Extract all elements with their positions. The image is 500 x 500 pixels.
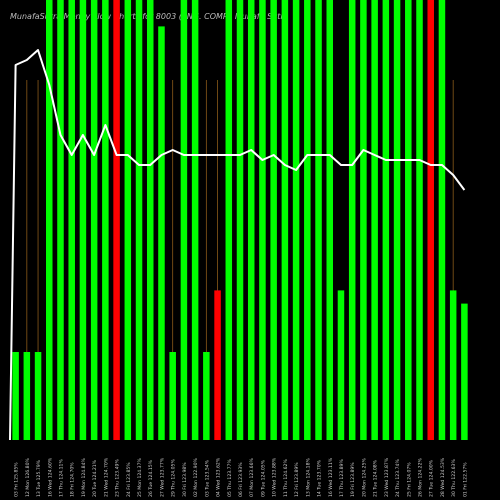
bar-30 bbox=[337, 290, 345, 440]
bar-11 bbox=[124, 0, 132, 440]
x-tick-label: 13 Tue 125.79% bbox=[36, 459, 42, 497]
x-tick-label: 20 Mon 124.25% bbox=[361, 457, 367, 497]
bar-10 bbox=[113, 0, 120, 440]
x-tick-label: 11 Thu 124.62% bbox=[283, 459, 289, 497]
x-tick-label: 03 Tue 123.54% bbox=[204, 459, 210, 497]
bar-31 bbox=[348, 0, 356, 440]
x-tick-label: 23 Wed 123.87% bbox=[384, 457, 390, 497]
bar-32 bbox=[360, 0, 367, 440]
bar-28 bbox=[315, 0, 322, 440]
bar-17 bbox=[191, 0, 199, 440]
tick-label-layer: 03 Fri 125.85% 12 Mon 126.80% 13 Tue 125.7… bbox=[14, 457, 469, 497]
bar-26 bbox=[292, 0, 300, 440]
x-tick-label: 30 Thu 122.63% bbox=[451, 459, 457, 497]
bar-29 bbox=[326, 0, 334, 440]
bar-3 bbox=[34, 352, 42, 440]
bar-39 bbox=[438, 0, 446, 440]
x-tick-label: 13 Mon 124.18% bbox=[305, 457, 311, 497]
x-tick-label: 10 Wed 123.88% bbox=[272, 457, 278, 497]
x-tick-label: 18 Fri 124.70% bbox=[70, 462, 76, 497]
x-tick-label: 29 Thu 124.05% bbox=[171, 459, 177, 497]
x-tick-label: 04 Wed 123.62% bbox=[216, 457, 222, 497]
x-tick-label: 24 Thu 123.74% bbox=[395, 459, 401, 497]
x-tick-label: 16 Wed 124.60% bbox=[47, 457, 53, 497]
bar-8 bbox=[90, 0, 98, 440]
bar-24 bbox=[270, 0, 277, 440]
bar-19 bbox=[214, 290, 221, 440]
bar-14 bbox=[158, 26, 165, 441]
bar-35 bbox=[393, 0, 401, 440]
bar-21 bbox=[236, 0, 244, 440]
bar-18 bbox=[203, 352, 210, 440]
x-tick-label: 16 Wed 123.11% bbox=[328, 457, 334, 497]
x-tick-label: 19 Fri 123.89% bbox=[350, 462, 356, 497]
bar-22 bbox=[247, 0, 255, 440]
bar-41 bbox=[461, 303, 468, 440]
x-tick-label: 06 Fri 123.93% bbox=[238, 462, 244, 497]
x-tick-label: 28 Wed 124.53% bbox=[440, 457, 446, 497]
x-tick-label: 02 Mon 122.90% bbox=[193, 457, 199, 497]
x-tick-label: 07 Mon 123.66% bbox=[249, 457, 255, 497]
bar-34 bbox=[382, 0, 390, 440]
x-tick-label: 17 Thu 123.89% bbox=[339, 459, 345, 497]
x-tick-label: 30 Fri 123.98% bbox=[182, 462, 188, 497]
bar-20 bbox=[225, 0, 233, 440]
bar-23 bbox=[259, 0, 266, 440]
bar-1 bbox=[12, 352, 19, 440]
bar-33 bbox=[371, 0, 378, 440]
x-tick-label: 27 Tue 124.00% bbox=[429, 459, 435, 497]
bar-38 bbox=[427, 0, 434, 440]
bar-37 bbox=[416, 0, 423, 440]
x-tick-label: 25 Mon 124.37% bbox=[137, 457, 143, 497]
x-tick-label: 27 Wed 123.77% bbox=[160, 457, 166, 497]
x-tick-label: 03 Fri 125.85% bbox=[14, 462, 20, 497]
bar-9 bbox=[102, 0, 109, 440]
bar-2 bbox=[23, 352, 31, 440]
bar-6 bbox=[68, 0, 75, 440]
bar-27 bbox=[304, 0, 311, 440]
bar-40 bbox=[449, 290, 457, 440]
bar-5 bbox=[57, 0, 64, 440]
x-tick-label: 21 Wed 124.70% bbox=[103, 457, 109, 497]
x-tick-label: 20 Tue 124.21% bbox=[92, 459, 98, 497]
x-tick-label: 14 Tue 123.70% bbox=[317, 459, 323, 497]
x-tick-label: 21 Tue 124.08% bbox=[373, 459, 379, 497]
bar-4 bbox=[46, 0, 53, 440]
x-tick-label: 23 Thu 123.49% bbox=[115, 459, 121, 497]
price-line bbox=[9, 49, 466, 441]
x-tick-label: 24 Fri 123.85% bbox=[126, 462, 132, 497]
x-tick-label: 05 Thu 123.77% bbox=[227, 459, 233, 497]
bar-13 bbox=[146, 0, 154, 440]
x-tick-label: 01 Fri 122.57% bbox=[462, 462, 468, 497]
bar-layer bbox=[12, 0, 468, 441]
bar-25 bbox=[281, 0, 289, 440]
x-tick-label: 12 Mon 126.80% bbox=[25, 457, 31, 497]
bar-36 bbox=[405, 0, 412, 440]
x-tick-label: 26 Mon 124.22% bbox=[418, 457, 424, 497]
x-tick-label: 26 Tue 124.15% bbox=[148, 459, 154, 497]
bar-7 bbox=[79, 0, 87, 440]
price-line-layer bbox=[9, 49, 466, 441]
bar-15 bbox=[169, 352, 176, 440]
x-tick-label: 12 Fri 123.89% bbox=[294, 462, 300, 497]
x-tick-label: 09 Tue 124.05% bbox=[260, 459, 266, 497]
x-tick-label: 17 Thu 124.11% bbox=[59, 459, 65, 497]
bar-16 bbox=[180, 0, 188, 440]
bar-12 bbox=[135, 0, 143, 440]
x-tick-label: 25 Fri 124.07% bbox=[406, 462, 412, 497]
x-tick-label: 19 Mon 124.84% bbox=[81, 457, 87, 497]
